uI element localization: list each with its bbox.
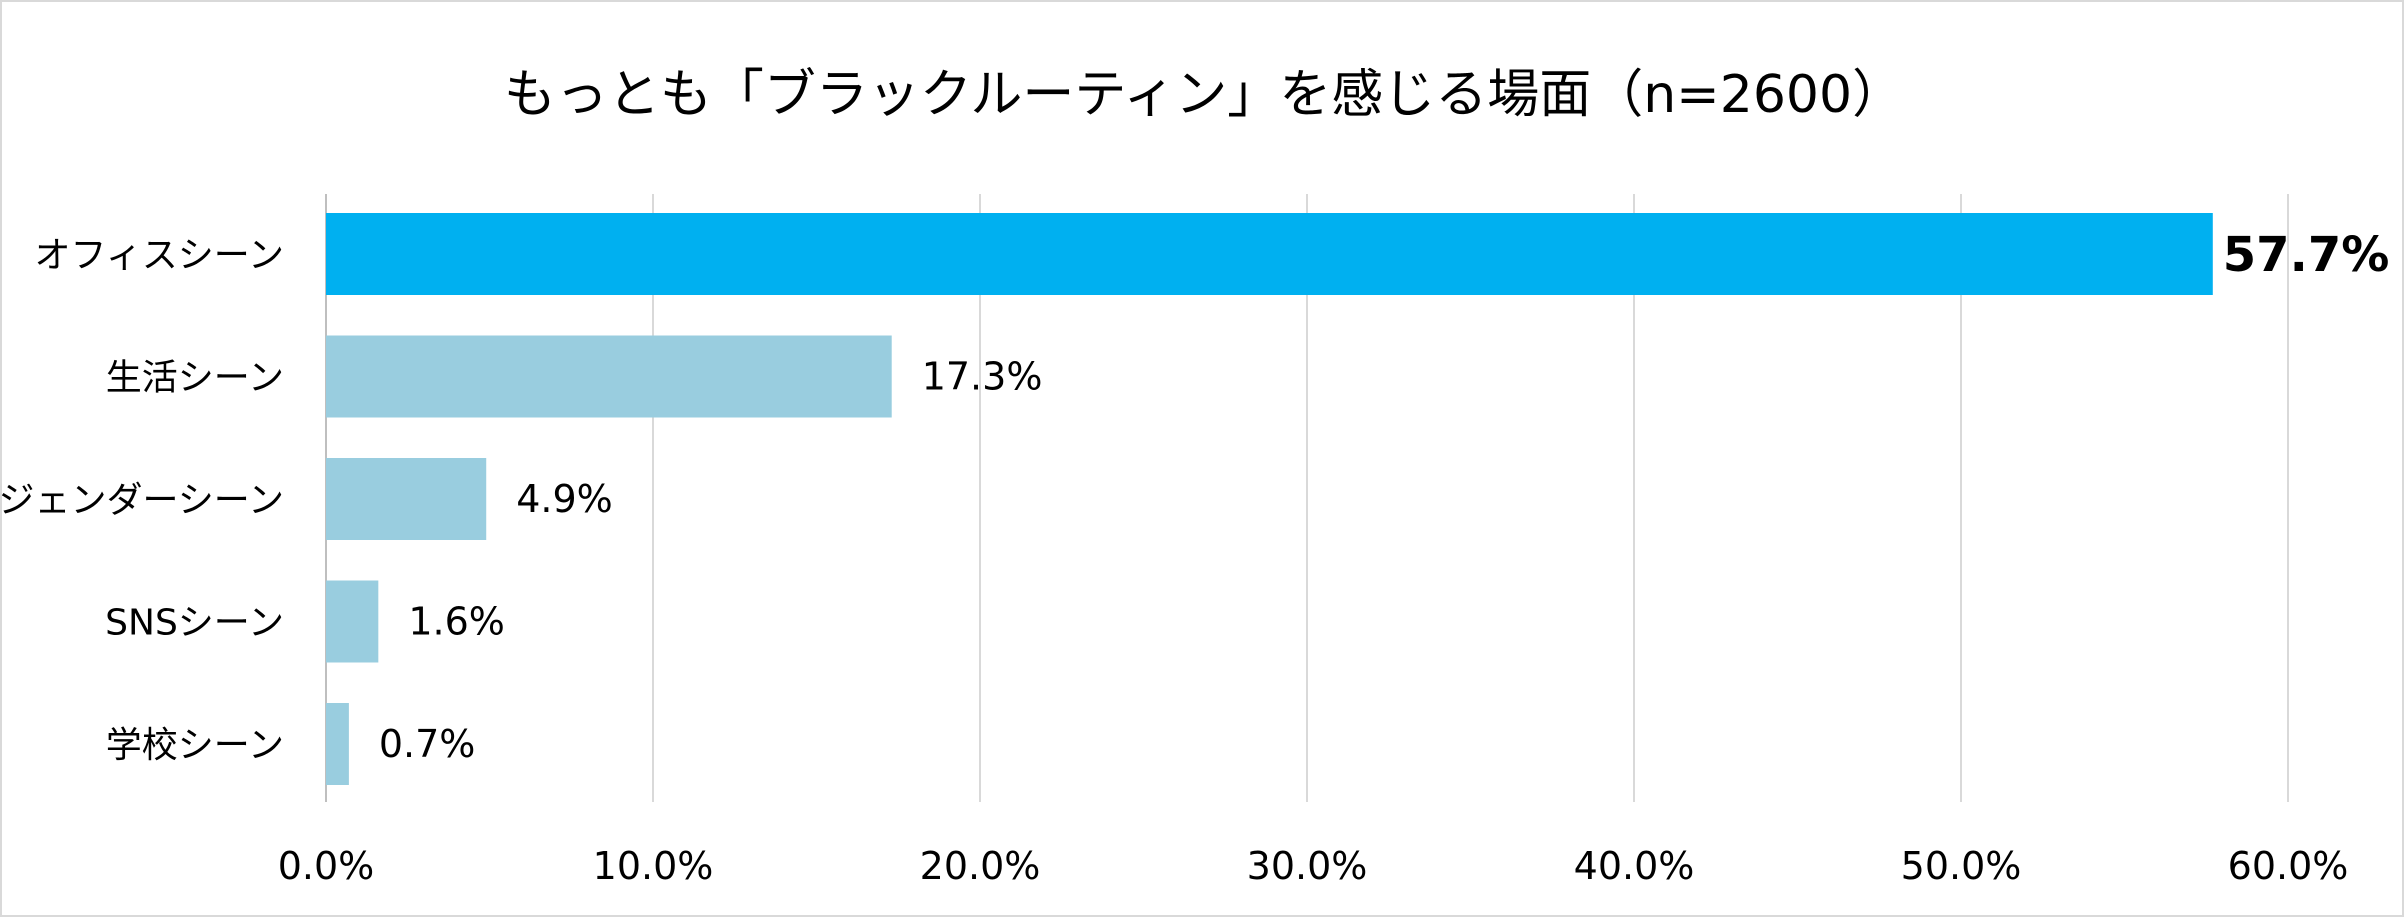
x-tick-labels: 0.0% 10.0% 20.0% 30.0% 40.0% 50.0% 60.0% xyxy=(278,844,2349,888)
data-label: 17.3% xyxy=(922,355,1043,399)
bar-5 xyxy=(326,703,349,785)
bar-3 xyxy=(326,458,487,540)
category-label: 生活シーン xyxy=(106,358,284,399)
gridlines xyxy=(325,194,2289,802)
category-label: ジェンダーシーン xyxy=(2,480,284,521)
bar-1 xyxy=(326,213,2213,295)
data-label: 0.7% xyxy=(379,722,476,766)
category-label: オフィスシーン xyxy=(35,235,284,276)
bars xyxy=(326,213,2213,785)
data-label: 57.7% xyxy=(2223,227,2390,283)
x-tick-label: 0.0% xyxy=(278,844,375,888)
data-label: 1.6% xyxy=(408,600,505,644)
x-tick-label: 30.0% xyxy=(1247,844,1368,888)
category-label: 学校シーン xyxy=(106,725,284,766)
data-label: 4.9% xyxy=(516,477,613,521)
x-tick-label: 10.0% xyxy=(593,844,714,888)
bar-2 xyxy=(326,335,892,418)
x-tick-label: 50.0% xyxy=(1901,844,2022,888)
chart-title: もっとも「ブラックルーティン」を感じる場面（n=2600） xyxy=(504,65,1904,125)
x-tick-label: 60.0% xyxy=(2228,844,2349,888)
x-tick-label: 40.0% xyxy=(1574,844,1695,888)
category-label: SNSシーン xyxy=(105,603,284,644)
data-labels: 57.7% 17.3% 4.9% 1.6% 0.7% xyxy=(379,227,2389,766)
x-tick-label: 20.0% xyxy=(920,844,1041,888)
bar-4 xyxy=(326,580,379,663)
